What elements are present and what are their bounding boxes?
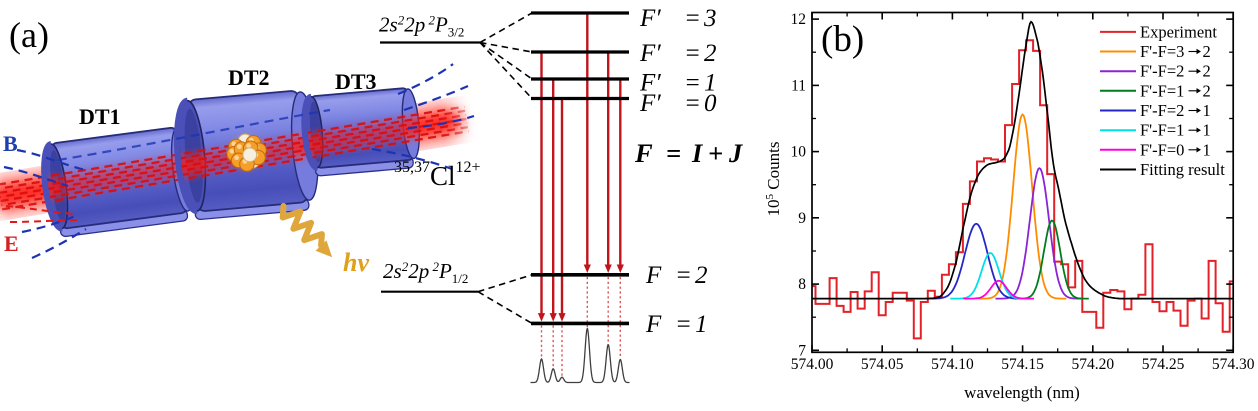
svg-text:(b): (b) — [821, 19, 864, 60]
svg-text:2: 2 — [1203, 42, 1211, 61]
svg-text:Experiment: Experiment — [1140, 22, 1217, 41]
svg-text:F′=1: F′ = 1 — [639, 70, 717, 97]
svg-text:DT2: DT2 — [228, 65, 270, 90]
svg-text:1: 1 — [1203, 140, 1211, 159]
svg-text:9: 9 — [798, 210, 806, 227]
svg-text:F′=3: F′ = 3 — [639, 5, 717, 32]
svg-text:2: 2 — [1203, 81, 1211, 100]
svg-text:F=1: F = 1 — [645, 311, 708, 338]
svg-text:F=2: F = 2 — [645, 262, 708, 289]
svg-text:F'-F=2: F'-F=2 — [1140, 101, 1184, 120]
svg-text:1: 1 — [1203, 121, 1211, 140]
svg-text:F′=2: F′ = 2 — [639, 40, 717, 67]
svg-text:F′=0: F′ = 0 — [639, 90, 717, 117]
svg-text:8: 8 — [798, 276, 806, 293]
svg-text:F'-F=2: F'-F=2 — [1140, 62, 1184, 81]
svg-text:2: 2 — [1203, 62, 1211, 81]
svg-text:10: 10 — [791, 144, 807, 161]
svg-text:B: B — [3, 131, 18, 156]
svg-text:105 Counts: 105 Counts — [764, 142, 783, 217]
svg-text:Fitting result: Fitting result — [1140, 160, 1225, 179]
svg-text:F'-F=0: F'-F=0 — [1140, 140, 1184, 159]
svg-text:574.00: 574.00 — [791, 356, 834, 373]
svg-text:F=I+J: F = I + J — [634, 138, 743, 168]
svg-text:(a): (a) — [9, 15, 49, 55]
svg-text:574.30: 574.30 — [1212, 356, 1255, 373]
svg-text:DT3: DT3 — [335, 69, 377, 94]
svg-text:11: 11 — [791, 77, 806, 94]
svg-text:7: 7 — [798, 342, 806, 359]
svg-text:574.05: 574.05 — [861, 356, 904, 373]
svg-text:wavelength (nm): wavelength (nm) — [964, 383, 1080, 402]
svg-text:574.15: 574.15 — [1001, 356, 1044, 373]
svg-text:F'-F=1: F'-F=1 — [1140, 81, 1184, 100]
svg-text:F'-F=3: F'-F=3 — [1140, 42, 1184, 61]
svg-text:574.20: 574.20 — [1071, 356, 1114, 373]
svg-text:1: 1 — [1203, 101, 1211, 120]
svg-text:12: 12 — [791, 11, 807, 28]
svg-text:hν: hν — [343, 248, 369, 277]
svg-text:574.25: 574.25 — [1142, 356, 1185, 373]
svg-text:F'-F=1: F'-F=1 — [1140, 121, 1184, 140]
svg-text:E: E — [4, 231, 19, 256]
svg-text:574.10: 574.10 — [931, 356, 974, 373]
svg-text:DT1: DT1 — [79, 104, 121, 129]
